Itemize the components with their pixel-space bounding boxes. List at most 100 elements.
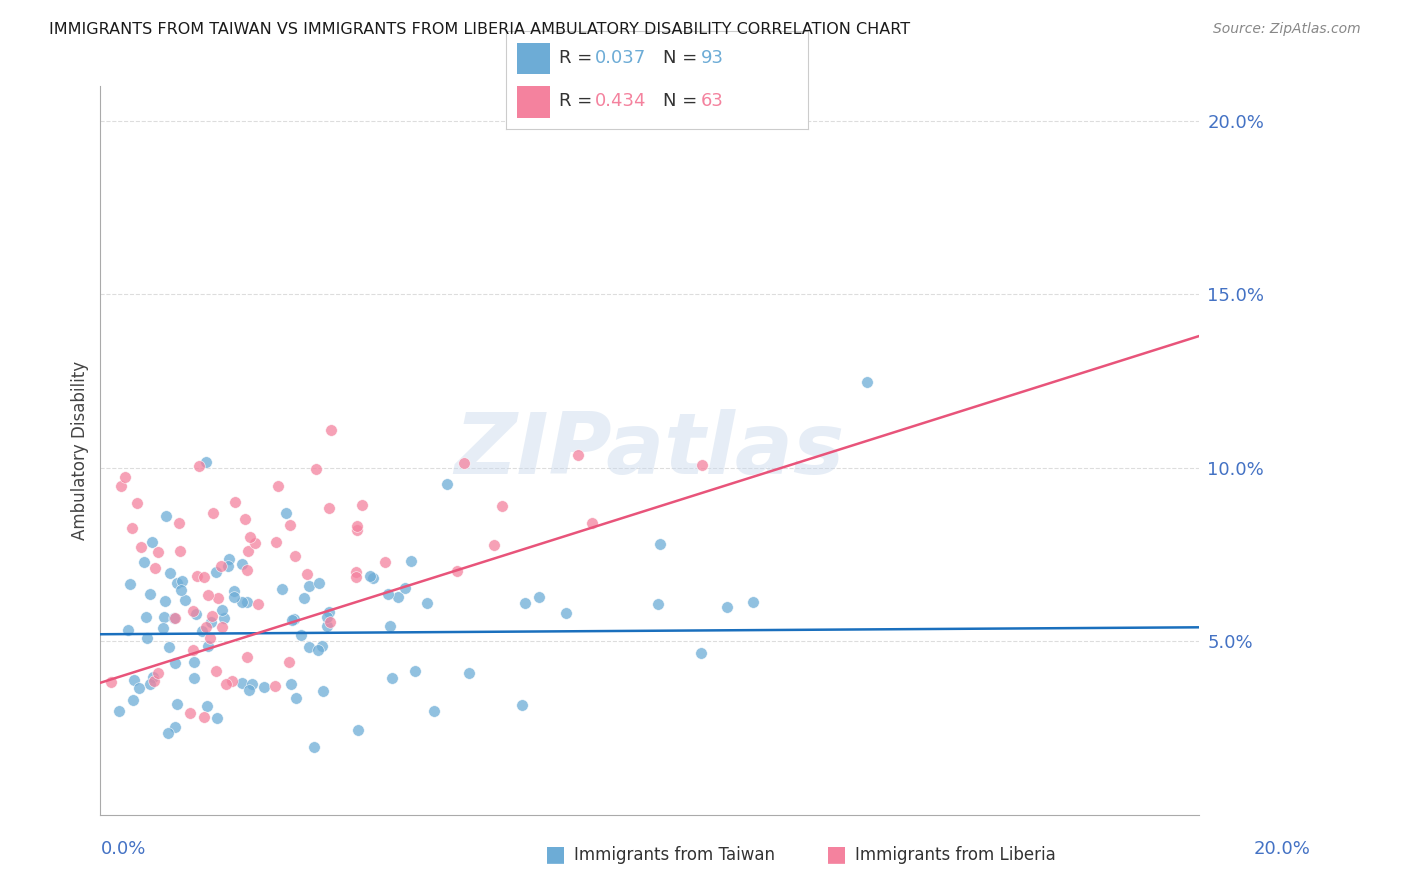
Point: [491, 499, 513, 513]
Point: [304, 739, 326, 754]
Point: [305, 462, 328, 476]
Point: [128, 681, 150, 696]
Text: Immigrants from Liberia: Immigrants from Liberia: [855, 846, 1056, 863]
Point: [124, 673, 146, 688]
Point: [312, 684, 335, 698]
FancyBboxPatch shape: [517, 87, 550, 118]
Point: [292, 591, 315, 605]
Point: [311, 639, 333, 653]
Point: [129, 540, 152, 554]
Point: [239, 531, 262, 545]
Text: ■: ■: [827, 845, 846, 864]
Point: [143, 674, 166, 689]
Point: [195, 620, 218, 634]
Text: 0.434: 0.434: [595, 93, 647, 111]
Point: [134, 555, 156, 569]
Text: IMMIGRANTS FROM TAIWAN VS IMMIGRANTS FROM LIBERIA AMBULATORY DISABILITY CORRELAT: IMMIGRANTS FROM TAIWAN VS IMMIGRANTS FRO…: [49, 22, 910, 37]
Point: [209, 558, 232, 573]
Point: [146, 665, 169, 680]
Point: [278, 518, 301, 533]
Text: N =: N =: [664, 49, 703, 67]
Point: [135, 631, 157, 645]
Text: 20.0%: 20.0%: [1254, 840, 1310, 858]
Point: [284, 690, 307, 705]
Point: [236, 595, 259, 609]
Point: [138, 587, 160, 601]
Point: [200, 615, 222, 630]
Point: [416, 596, 439, 610]
Point: [207, 711, 229, 725]
Point: [359, 569, 381, 583]
Point: [510, 698, 533, 712]
Text: Immigrants from Taiwan: Immigrants from Taiwan: [574, 846, 775, 863]
Point: [274, 506, 297, 520]
Point: [166, 576, 188, 591]
Point: [346, 523, 368, 537]
Point: [280, 677, 302, 691]
Point: [121, 693, 143, 707]
Point: [231, 675, 253, 690]
Text: ■: ■: [546, 845, 565, 864]
Text: Source: ZipAtlas.com: Source: ZipAtlas.com: [1213, 22, 1361, 37]
Point: [647, 597, 669, 611]
Point: [692, 458, 714, 472]
Point: [236, 544, 259, 558]
Text: R =: R =: [560, 49, 598, 67]
Point: [387, 590, 409, 604]
Point: [211, 620, 233, 634]
Text: 93: 93: [702, 49, 724, 67]
Point: [174, 593, 197, 607]
Point: [146, 545, 169, 559]
Point: [298, 579, 321, 593]
Point: [197, 639, 219, 653]
Point: [689, 646, 711, 660]
Point: [394, 582, 416, 596]
Point: [193, 570, 215, 584]
Point: [648, 537, 671, 551]
Point: [453, 456, 475, 470]
Point: [238, 682, 260, 697]
Point: [346, 519, 368, 533]
Point: [152, 609, 174, 624]
Point: [307, 643, 329, 657]
Point: [856, 375, 879, 389]
Point: [100, 675, 122, 690]
Point: [243, 536, 266, 550]
Point: [188, 459, 211, 474]
Point: [221, 673, 243, 688]
Point: [423, 704, 446, 718]
Point: [224, 495, 246, 509]
Point: [316, 619, 339, 633]
Point: [235, 649, 257, 664]
Point: [155, 593, 177, 607]
Text: 0.037: 0.037: [595, 49, 647, 67]
Point: [179, 706, 201, 720]
Point: [344, 570, 367, 584]
Point: [318, 605, 340, 619]
Point: [114, 470, 136, 484]
Point: [233, 512, 256, 526]
Point: [141, 535, 163, 549]
Point: [252, 680, 274, 694]
Point: [266, 535, 288, 549]
Point: [142, 670, 165, 684]
Point: [198, 631, 221, 645]
Point: [163, 656, 186, 670]
Point: [191, 624, 214, 639]
Point: [108, 704, 131, 718]
Point: [184, 607, 207, 621]
Point: [181, 604, 204, 618]
Point: [319, 423, 342, 437]
Point: [308, 576, 330, 591]
Point: [347, 723, 370, 737]
Point: [318, 501, 340, 516]
Point: [361, 571, 384, 585]
Point: [157, 640, 180, 655]
Point: [194, 455, 217, 469]
Point: [183, 655, 205, 669]
Point: [270, 582, 292, 596]
Point: [527, 590, 550, 604]
Point: [125, 496, 148, 510]
Point: [246, 597, 269, 611]
Text: N =: N =: [664, 93, 703, 111]
